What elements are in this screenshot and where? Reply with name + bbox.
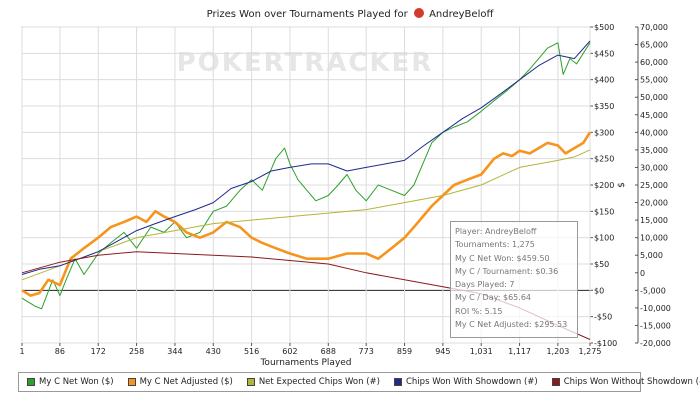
- chart-title-text: Prizes Won over Tournaments Played for: [206, 9, 408, 20]
- series-line-3: [21, 40, 591, 275]
- legend-item: My C Net Won ($): [27, 377, 114, 387]
- tooltip-line: My C / Tournament: $0.36: [455, 266, 559, 276]
- summary-tooltip: Player: AndreyBeloff Tournaments: 1,275 My…: [450, 221, 578, 338]
- x-tick-label: 859: [397, 347, 412, 356]
- legend-item: Net Expected Chips Won (#): [246, 377, 380, 387]
- chips-tick-label: -5,000: [640, 286, 666, 295]
- legend-label: Chips Won Without Showdown (#): [563, 377, 700, 387]
- chips-tick-label: -10,000: [640, 304, 671, 313]
- chips-tick-label: 30,000: [640, 163, 668, 172]
- dollar-tick-label: $0: [594, 286, 604, 295]
- dollar-tick-label: -$100: [594, 339, 617, 348]
- chips-tick-label: 15,000: [640, 216, 668, 225]
- chips-tick-label: 5,000: [640, 251, 663, 260]
- dollar-tick-label: $250: [594, 155, 614, 164]
- chart-legend: My C Net Won ($) My C Net Adjusted ($) Net…: [18, 372, 700, 392]
- tooltip-line: Days Played: 7: [455, 280, 515, 290]
- x-tick-label: 1,275: [579, 347, 602, 356]
- dollar-tick-label: $200: [594, 181, 614, 190]
- chips-tick-label: 50,000: [640, 93, 668, 102]
- x-tick-label: 1,117: [508, 347, 531, 356]
- chips-tick-label: 20,000: [640, 199, 668, 208]
- spade-icon: [413, 8, 424, 18]
- x-tick-label: 86: [55, 347, 65, 356]
- tooltip-line: My C Net Won: $459.50: [455, 253, 550, 263]
- dollar-tick-label: $300: [594, 128, 614, 137]
- chips-tick-label: 0: [640, 269, 645, 278]
- series-line-1: [21, 131, 592, 297]
- chips-tick-label: 55,000: [640, 76, 668, 85]
- legend-swatch: [127, 378, 136, 386]
- x-tick-label: 688: [321, 347, 336, 356]
- player-name: AndreyBeloff: [429, 9, 494, 20]
- dollar-tick-label: $500: [594, 23, 614, 32]
- dollar-tick-label: $350: [594, 102, 614, 111]
- dollar-tick-label: $150: [594, 207, 614, 216]
- chips-tick-label: 10,000: [640, 234, 668, 243]
- chips-tick-label: 35,000: [640, 146, 668, 155]
- tooltip-line: Player: AndreyBeloff: [455, 227, 537, 236]
- x-tick-label: 172: [91, 347, 106, 356]
- legend-label: My C Net Won ($): [39, 377, 114, 387]
- x-tick-label: 430: [206, 347, 221, 356]
- dollar-tick-label: $400: [594, 76, 614, 85]
- legend-label: Chips Won With Showdown (#): [405, 377, 538, 387]
- chips-tick-label: -15,000: [640, 321, 671, 330]
- legend-label: My C Net Adjusted ($): [139, 377, 233, 387]
- x-tick-label: 1,203: [546, 347, 569, 356]
- dollar-tick-label: $100: [594, 234, 614, 243]
- chart-title: Prizes Won over Tournaments Played for A…: [0, 8, 700, 20]
- x-axis-label: Tournaments Played: [259, 358, 351, 368]
- dollar-tick-label: $450: [594, 49, 614, 58]
- chips-tick-label: 25,000: [640, 181, 668, 190]
- x-tick-label: 773: [359, 347, 374, 356]
- legend-item: My C Net Adjusted ($): [127, 377, 233, 387]
- x-tick-label: 1,031: [470, 347, 493, 356]
- tooltip-line: ROI %: 5.15: [455, 306, 503, 316]
- legend-item: Chips Won Without Showdown (#): [551, 377, 700, 387]
- legend-swatch: [27, 378, 35, 386]
- legend-swatch: [551, 378, 560, 386]
- chips-tick-label: 65,000: [640, 41, 668, 50]
- chips-tick-label: 60,000: [640, 58, 668, 67]
- legend-label: Net Expected Chips Won (#): [258, 377, 380, 387]
- legend-swatch: [393, 378, 402, 386]
- x-tick-label: 516: [244, 347, 259, 356]
- legend-item: Chips Won With Showdown (#): [393, 377, 538, 387]
- x-tick-label: 602: [282, 347, 297, 356]
- watermark-text: POKERTRACKER: [177, 48, 434, 78]
- legend-swatch: [246, 378, 255, 386]
- x-tick-label: 945: [435, 347, 450, 356]
- x-tick-label: 344: [167, 347, 182, 356]
- chips-tick-label: -20,000: [640, 339, 671, 348]
- chips-tick-label: 70,000: [640, 23, 668, 32]
- x-tick-label: 1: [19, 347, 24, 356]
- dollar-tick-label: $50: [594, 260, 609, 269]
- dollar-tick-label: -$50: [594, 313, 612, 322]
- tooltip-line: My C Net Adjusted: $295.53: [455, 320, 568, 330]
- y-axis-label: $: [617, 182, 627, 188]
- tooltip-line: Tournaments: 1,275: [455, 240, 535, 250]
- chips-tick-label: 45,000: [640, 111, 668, 120]
- x-tick-label: 258: [129, 347, 144, 356]
- series-line-2: [21, 149, 591, 281]
- chips-tick-label: 40,000: [640, 128, 668, 137]
- tooltip-line: My C / Day: $65.64: [455, 293, 531, 303]
